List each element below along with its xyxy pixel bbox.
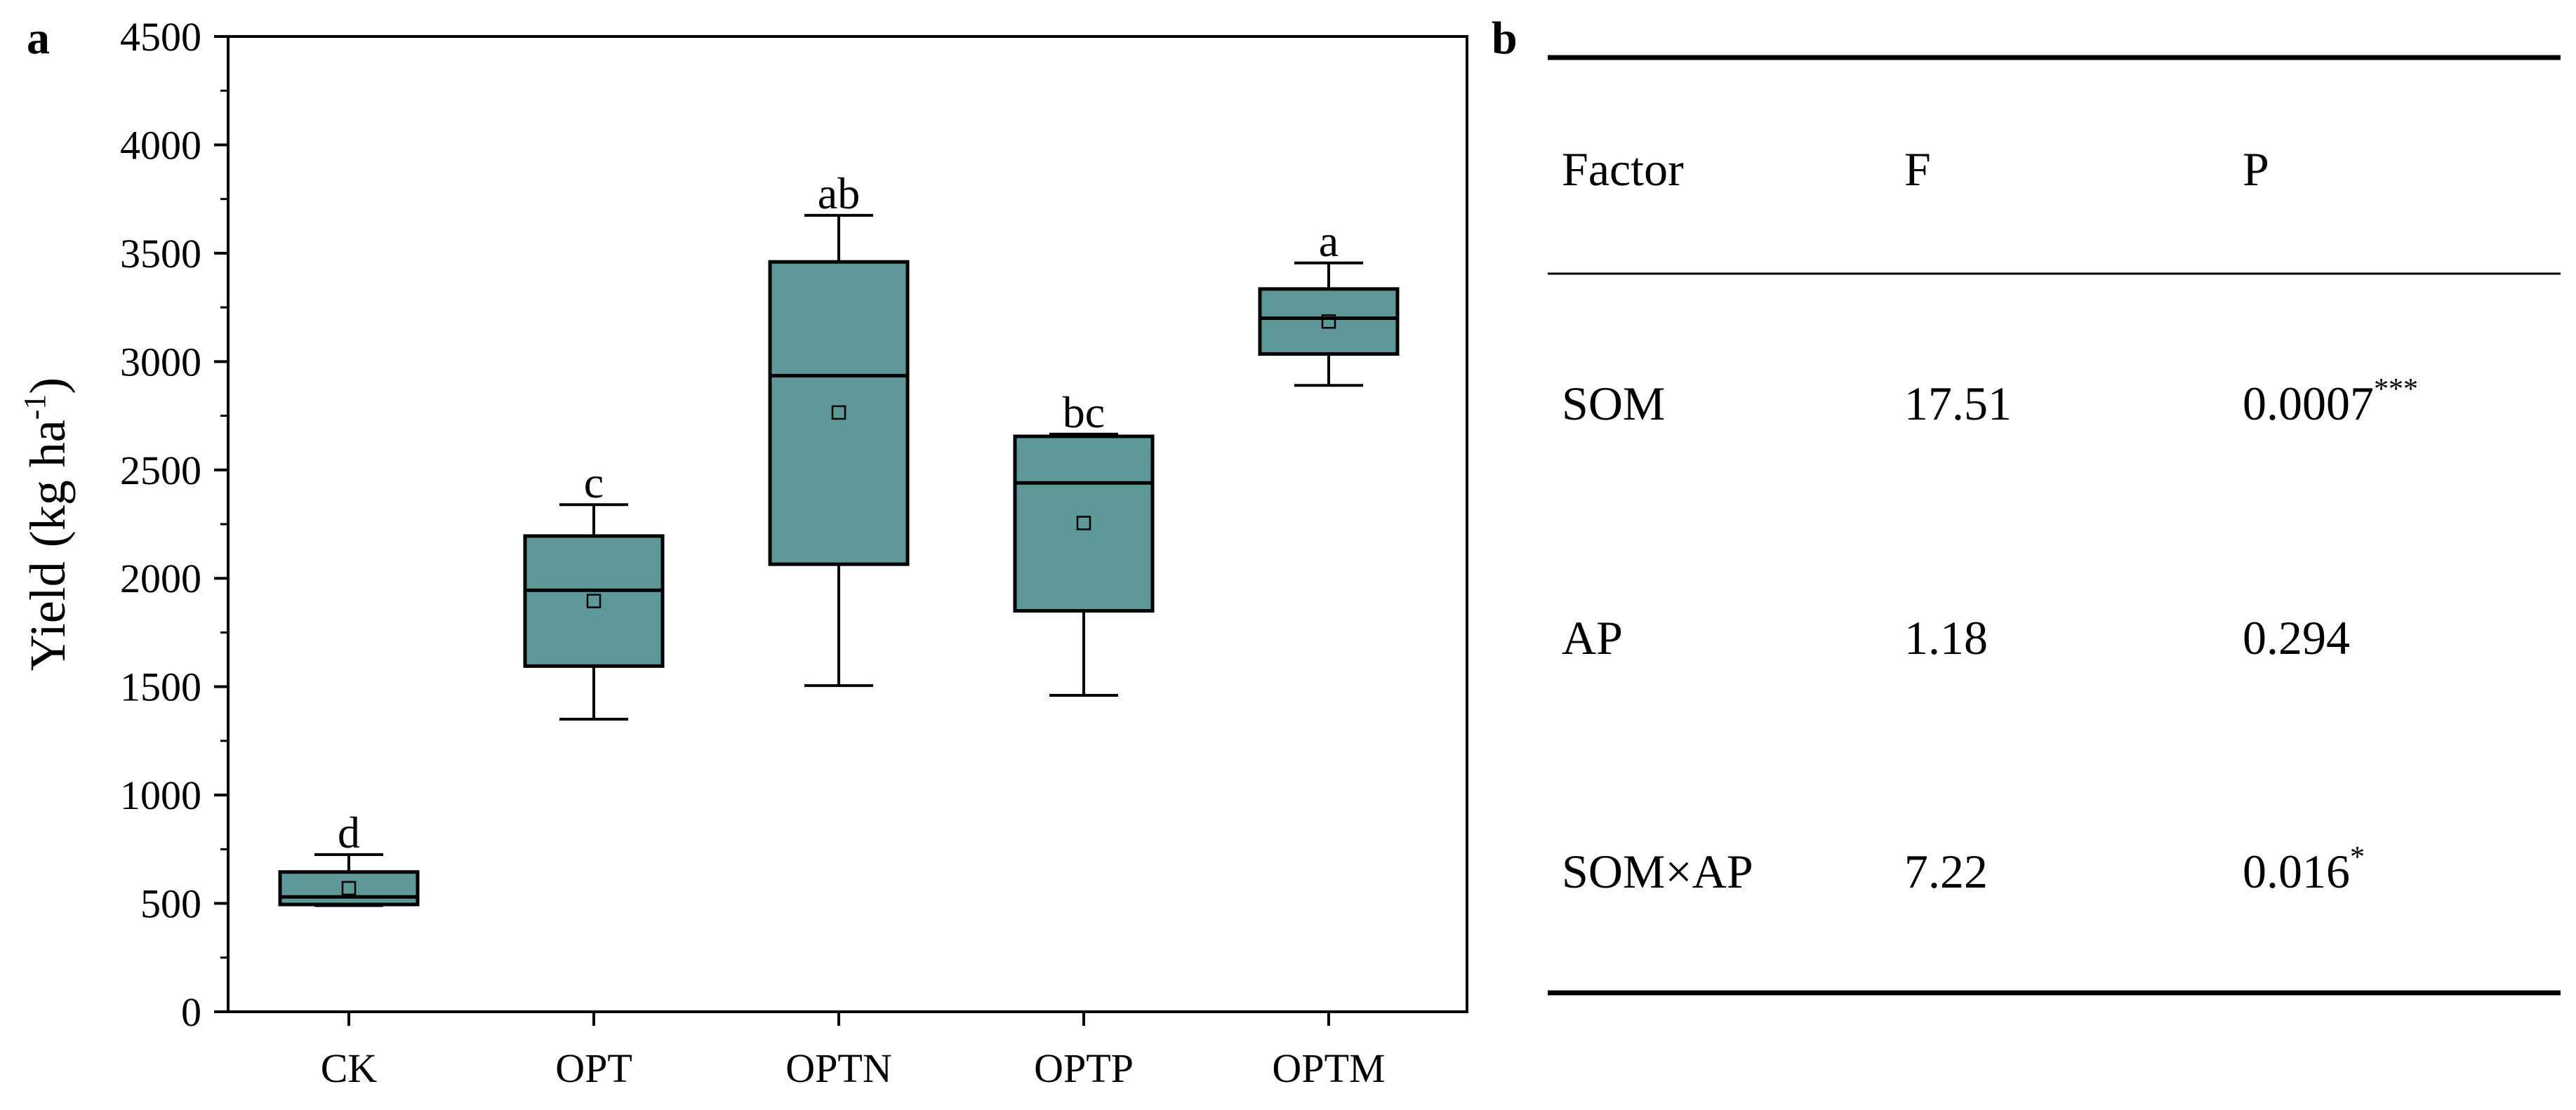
significance-letter: a — [1319, 216, 1339, 266]
row-factor: SOM — [1562, 377, 1665, 430]
y-tick-label: 500 — [140, 881, 201, 927]
row-p-value: 0.016 — [2243, 845, 2350, 898]
y-axis-title-unit-close: ) — [20, 377, 76, 394]
row-p: 0.016* — [2243, 841, 2365, 898]
y-tick-label: 4000 — [120, 122, 201, 168]
mean-marker — [1321, 314, 1336, 329]
mean-marker — [831, 405, 847, 420]
panel-a-label: a — [27, 13, 50, 64]
x-tick-label: OPTP — [1034, 1045, 1134, 1091]
iqr-box — [1013, 434, 1155, 613]
boxes: d c ab bc a — [278, 168, 1400, 907]
row-p-significance: *** — [2374, 373, 2418, 406]
mean-marker — [1076, 516, 1091, 530]
header-factor: Factor — [1562, 142, 1684, 196]
row-p-significance: * — [2350, 841, 2365, 874]
iqr-box — [523, 534, 665, 668]
mean-marker — [341, 881, 357, 896]
x-tick-label: OPTN — [785, 1045, 891, 1091]
box-optp: bc — [1013, 387, 1155, 697]
mean-marker — [586, 594, 602, 608]
row-f: 1.18 — [1904, 611, 1988, 664]
header-p: P — [2243, 142, 2269, 196]
x-tick-label: OPT — [555, 1045, 632, 1091]
row-factor: SOM×AP — [1562, 845, 1753, 898]
y-axis-title: Yield (kg ha-1) — [18, 377, 76, 671]
row-p: 0.0007*** — [2243, 373, 2418, 430]
y-tick-label: 2000 — [120, 556, 201, 601]
box-optm: a — [1258, 216, 1400, 387]
row-f: 7.22 — [1904, 845, 1988, 898]
y-axis-ticks: 0 500 1000 1500 2000 2500 3000 3500 4000 4500 — [120, 14, 228, 1035]
y-tick-label: 1000 — [120, 773, 201, 818]
row-p: 0.294 — [2243, 611, 2350, 664]
y-axis-title-unit-sup: -1 — [18, 394, 52, 420]
box-ck: d — [278, 808, 420, 907]
y-tick-label: 2500 — [120, 448, 201, 493]
box-opt: c — [523, 457, 665, 721]
anova-table: Factor F P SOM 17.51 0.0007*** AP 1.18 0… — [1548, 55, 2561, 996]
x-tick-label: CK — [321, 1045, 378, 1091]
iqr-box — [1258, 287, 1400, 356]
significance-letter: c — [584, 457, 604, 507]
y-tick-label: 0 — [181, 989, 201, 1035]
y-tick-label: 3000 — [120, 339, 201, 385]
y-axis-title-unit: (kg ha — [20, 420, 76, 547]
row-factor: AP — [1562, 611, 1623, 664]
y-axis-title-main: Yield — [20, 561, 76, 671]
boxplot-panel: 0 500 1000 1500 2000 2500 3000 3500 4000 4500 CK O… — [18, 14, 1468, 1091]
box-optn: ab — [768, 168, 910, 688]
x-axis-ticks: CK OPT OPTN OPTP OPTM — [321, 1012, 1386, 1091]
row-p-value: 0.294 — [2243, 611, 2350, 664]
significance-letter: ab — [818, 168, 860, 218]
y-tick-label: 4500 — [120, 14, 201, 60]
significance-letter: bc — [1063, 387, 1105, 437]
x-tick-label: OPTM — [1272, 1045, 1385, 1091]
iqr-box — [278, 870, 420, 907]
y-tick-label: 3500 — [120, 231, 201, 276]
panel-b-label: b — [1492, 13, 1518, 64]
header-f: F — [1904, 142, 1931, 196]
row-f: 17.51 — [1904, 377, 2012, 430]
significance-letter: d — [338, 808, 360, 857]
row-p-value: 0.0007 — [2243, 377, 2374, 430]
iqr-box — [768, 260, 910, 566]
y-tick-label: 1500 — [120, 664, 201, 710]
